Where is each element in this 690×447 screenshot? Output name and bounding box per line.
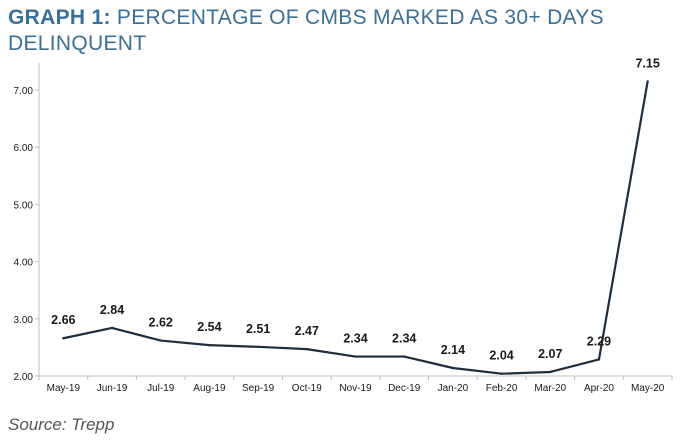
x-tick-label: Aug-19 (193, 383, 226, 394)
y-tick-label: 2.00 (14, 372, 34, 383)
x-tick-label: May-20 (631, 383, 665, 394)
data-label: 2.62 (149, 316, 173, 330)
data-label: 2.51 (246, 322, 270, 336)
series-line (63, 81, 649, 375)
y-tick-label: 6.00 (14, 143, 34, 154)
source-note: Source: Trepp (8, 415, 115, 434)
x-tick-label: Jan-20 (438, 383, 469, 394)
data-label: 2.04 (489, 349, 513, 363)
data-label: 2.66 (51, 313, 75, 327)
x-tick-label: Sep-19 (242, 383, 275, 394)
data-point (208, 343, 211, 347)
data-point (451, 366, 455, 370)
y-tick-label: 4.00 (14, 258, 34, 269)
data-point (646, 80, 649, 83)
data-label: 2.14 (441, 343, 465, 357)
chart-title: GRAPH 1: PERCENTAGE OF CMBS MARKED AS 30… (8, 5, 688, 57)
chart-title-text: PERCENTAGE OF CMBS MARKED AS 30+ DAYS DE… (8, 6, 604, 55)
x-tick-label: Dec-19 (388, 383, 421, 394)
data-point (597, 358, 601, 361)
x-tick-label: Mar-20 (534, 383, 566, 394)
data-label: 2.34 (392, 332, 416, 346)
data-label: 7.15 (635, 58, 659, 70)
x-tick-label: May-19 (47, 383, 81, 394)
chart-area: 2.00 3.00 4.00 5.00 6.00 7.00 May-19 Jun-19 Jul-… (0, 56, 690, 398)
x-tick-label: Jul-19 (147, 383, 175, 394)
data-label: 2.54 (197, 320, 221, 334)
data-label: 2.07 (538, 347, 562, 361)
data-point (305, 347, 309, 351)
data-label: 2.29 (587, 334, 611, 348)
x-tick-label: Oct-19 (292, 383, 322, 394)
data-point (402, 355, 406, 358)
x-tick-label: Feb-20 (486, 383, 518, 394)
data-label: 2.84 (100, 303, 124, 317)
data-point (549, 370, 552, 374)
y-tick-label: 3.00 (14, 315, 34, 326)
data-point (256, 345, 260, 349)
data-point (62, 337, 65, 340)
chart-title-lead: GRAPH 1 (8, 6, 104, 29)
chart-title-colon: : (103, 6, 111, 29)
y-tick-label: 7.00 (14, 86, 34, 97)
x-tick-label: Apr-20 (584, 383, 614, 394)
data-label: 2.34 (343, 332, 367, 346)
x-tick-label: Nov-19 (339, 383, 372, 394)
data-label: 2.47 (295, 324, 319, 338)
chart-header: GRAPH 1: PERCENTAGE OF CMBS MARKED AS 30… (8, 5, 688, 57)
data-point (354, 355, 357, 358)
data-point (159, 339, 162, 342)
data-point (500, 372, 503, 375)
line-chart: 2.00 3.00 4.00 5.00 6.00 7.00 May-19 Jun-19 Jul-… (14, 56, 673, 394)
y-tick-label: 5.00 (14, 200, 34, 211)
x-tick-label: Jun-19 (97, 383, 128, 394)
data-point (110, 326, 114, 330)
